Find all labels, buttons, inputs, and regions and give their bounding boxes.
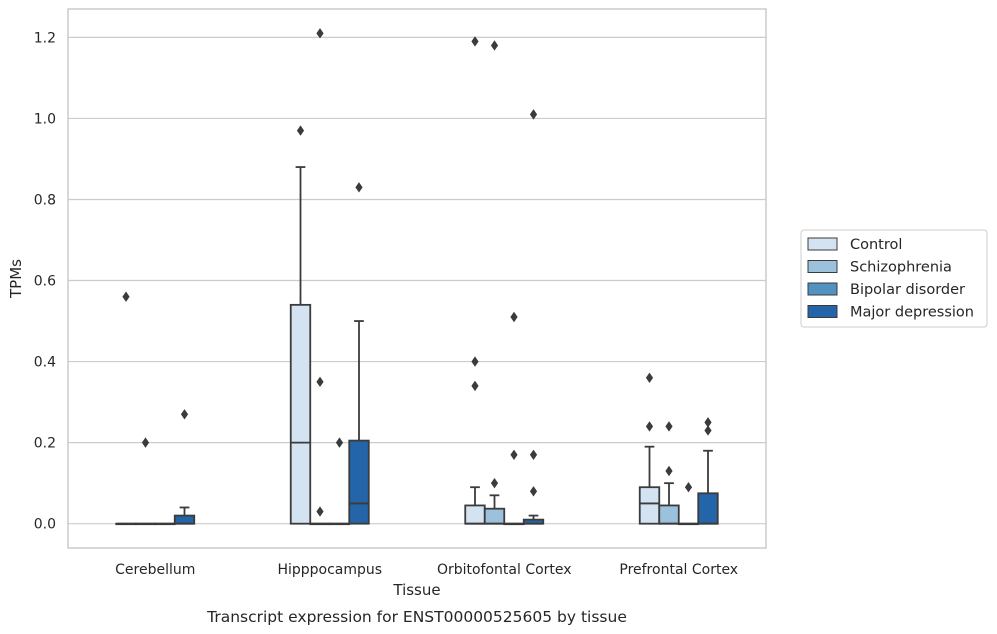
box: [173, 514, 196, 525]
chart-caption: Transcript expression for ENST0000052560…: [206, 608, 627, 626]
y-tick-label: 0.4: [34, 355, 56, 371]
y-tick-label: 0.2: [34, 436, 56, 452]
y-tick-labels: 0.0 0.2 0.4 0.6 0.8 1.0 1.2: [34, 30, 56, 532]
x-axis-label: Tissue: [392, 581, 440, 599]
outlier-point: [529, 486, 538, 497]
outlier-point: [316, 28, 324, 39]
box-group: [309, 28, 331, 526]
outlier-point: [141, 437, 150, 448]
outlier-point: [529, 449, 538, 460]
box-group: [483, 40, 506, 525]
legend: Control Schizophrenia Bipolar disorder Majo…: [800, 229, 988, 328]
box-group: [522, 109, 545, 525]
legend-label: Control: [850, 237, 902, 253]
legend-swatch: [807, 305, 838, 318]
box: [658, 504, 680, 525]
y-tick-label: 1.0: [34, 111, 56, 127]
outlier-point: [510, 311, 518, 323]
legend-label: Schizophrenia: [850, 260, 952, 276]
box-group: [134, 437, 157, 526]
box-group: [677, 482, 700, 526]
outlier-point: [645, 421, 654, 432]
x-tick-labels: Cerebellum Hipppocampus Orbitofontal Corte…: [115, 562, 738, 578]
legend-frame: [800, 229, 988, 328]
outlier-point: [355, 182, 363, 193]
legend-swatch: [807, 237, 838, 251]
box: [697, 492, 719, 525]
outlier-point: [665, 421, 673, 432]
y-tick-label: 0.6: [34, 274, 56, 290]
box-group: [173, 409, 196, 525]
y-tick-label: 1.2: [34, 30, 56, 46]
outlier-point: [471, 356, 479, 367]
box: [289, 303, 312, 525]
legend-label: Bipolar disorder: [850, 282, 965, 298]
y-tick-label: 0.8: [34, 192, 56, 208]
box: [464, 504, 486, 525]
outlier-point: [335, 437, 344, 448]
boxes: [115, 28, 719, 526]
box-group: [289, 125, 312, 525]
x-tick-label: Prefrontal Cortex: [619, 562, 738, 578]
outlier-point: [490, 477, 499, 489]
x-tick-label: Hipppocampus: [277, 562, 382, 578]
outlier-point: [510, 449, 518, 460]
outlier-point: [704, 417, 712, 428]
outlier-point: [180, 409, 189, 420]
outlier-point: [296, 125, 305, 136]
outlier-point: [316, 376, 324, 388]
box: [348, 439, 370, 525]
outlier-point: [529, 109, 538, 120]
box-group: [328, 437, 351, 526]
legend-label: Major depression: [850, 305, 974, 321]
x-tick-label: Orbitofontal Cortex: [437, 562, 572, 578]
y-tick-label: 0.0: [34, 517, 56, 533]
box-group: [115, 291, 137, 526]
legend-swatch: [807, 282, 838, 296]
x-tick-label: Cerebellum: [115, 562, 195, 578]
box: [483, 507, 506, 525]
box-group: [503, 311, 525, 526]
box-group: [658, 421, 680, 525]
outlier-point: [471, 380, 479, 392]
y-axis-label: TPMs: [7, 259, 25, 299]
box-group: [697, 417, 719, 525]
outlier-point: [665, 465, 673, 477]
box-group: [154, 522, 176, 526]
outlier-point: [704, 425, 712, 436]
outlier-point: [490, 40, 499, 51]
outlier-point: [645, 372, 654, 383]
plot-frame: [67, 8, 767, 549]
box-group: [348, 182, 370, 525]
outlier-point: [684, 482, 693, 493]
outlier-point: [471, 36, 479, 47]
outlier-point: [122, 291, 130, 302]
box-group: [464, 36, 486, 525]
outlier-point: [316, 506, 324, 517]
box-group: [638, 372, 661, 525]
legend-swatch: [807, 260, 838, 273]
grid-lines: [68, 36, 766, 525]
box: [638, 486, 661, 525]
